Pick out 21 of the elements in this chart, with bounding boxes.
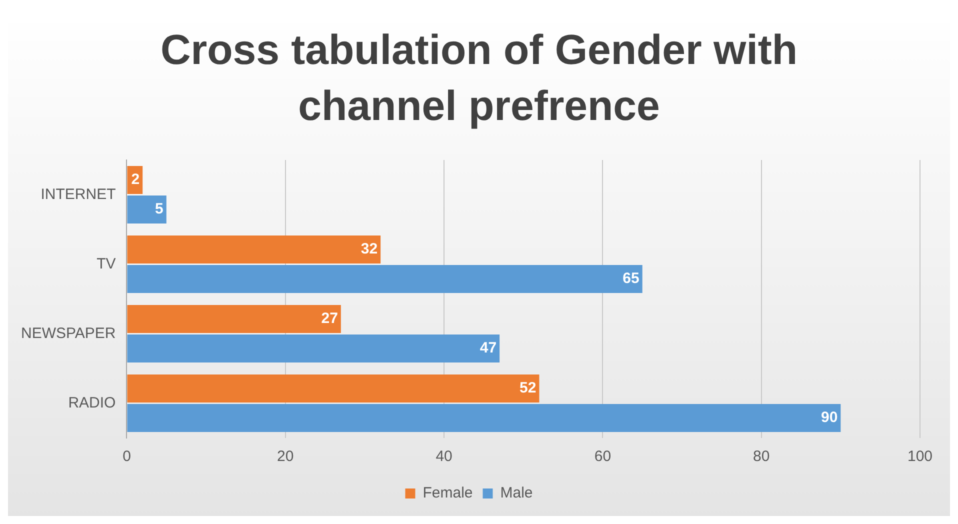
legend-label: Male (500, 484, 533, 502)
data-label: 47 (480, 340, 497, 357)
data-label: 32 (360, 240, 378, 258)
data-label: 65 (622, 270, 640, 288)
data-label: 5 (155, 200, 164, 218)
data-label: 52 (520, 380, 536, 397)
x-tick-label: 100 (907, 448, 933, 466)
data-label: 90 (820, 409, 838, 426)
y-tick-label: NEWSPAPER (20, 324, 116, 342)
legend-label: Female (422, 484, 473, 502)
x-tick-label: 20 (277, 448, 294, 466)
y-tick-label: TV (96, 255, 116, 272)
data-label: 2 (131, 171, 140, 188)
data-label: 27 (321, 310, 338, 328)
x-tick-label: 80 (753, 448, 770, 466)
x-tick-label: 0 (122, 448, 131, 466)
x-tick-label: 40 (436, 448, 452, 466)
y-tick-label: INTERNET (40, 186, 116, 203)
chart-title: Cross tabulation of Gender with channel prefrence (159, 25, 799, 131)
x-tick-label: 60 (594, 448, 612, 466)
y-tick-label: RADIO (68, 394, 116, 412)
